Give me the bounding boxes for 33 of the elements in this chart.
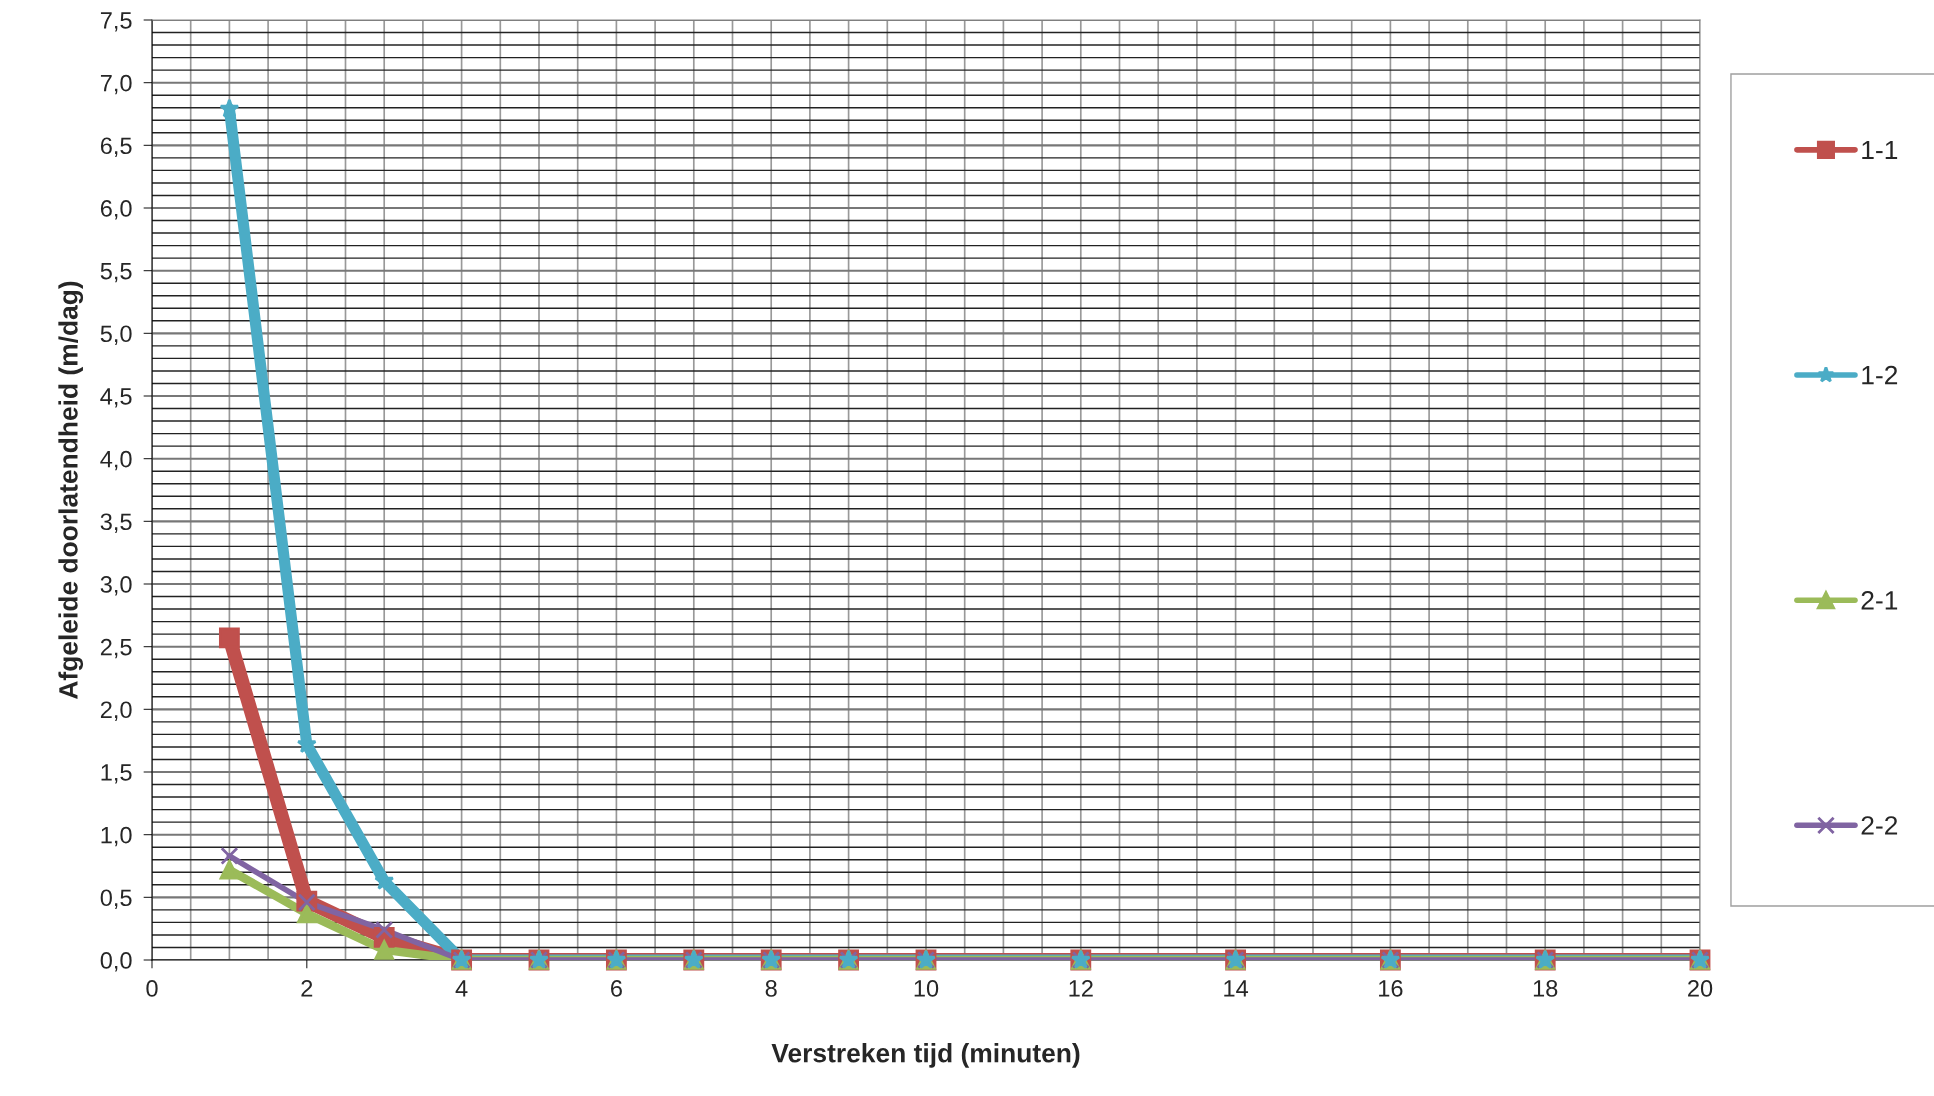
y-tick-label: 1,5: [101, 764, 132, 784]
x-tick-label: 8: [765, 980, 777, 997]
y-tick-label: 4,0: [100, 450, 132, 471]
y-tick-label: 7,0: [100, 74, 132, 95]
x-tick-label: 16: [1379, 980, 1403, 997]
y-tick-label: 5,5: [100, 262, 132, 283]
legend-label: 1-1: [1862, 140, 1898, 160]
y-tick-label: 2,5: [100, 638, 132, 659]
legend-label: 2-2: [1861, 816, 1898, 835]
y-tick-label: 0,0: [100, 952, 132, 972]
y-tick-label: 6,5: [100, 137, 132, 157]
x-tick-label: 4: [455, 980, 468, 997]
y-tick-label: 3,0: [100, 576, 132, 596]
x-tick-label: 14: [1224, 980, 1249, 997]
y-axis-title: Afgeleide doorlatendheid (m/dag): [58, 281, 84, 699]
y-tick-label: 3,5: [100, 513, 132, 533]
x-tick-label: 10: [914, 980, 939, 997]
legend-label: 2-1: [1861, 590, 1898, 610]
y-tick-label: 4,5: [100, 388, 132, 408]
y-tick-label: 6,0: [100, 200, 132, 220]
x-axis-title: Verstreken tijd (minuten): [771, 1043, 1080, 1068]
x-tick-label: 2: [301, 980, 313, 997]
y-tick-label: 0,5: [100, 889, 132, 909]
x-tick-label: 12: [1069, 980, 1093, 997]
y-tick-label: 7,5: [100, 12, 132, 32]
x-tick-label: 18: [1533, 980, 1558, 997]
x-tick-label: 20: [1688, 980, 1713, 997]
legend-label: 1-2: [1862, 365, 1898, 385]
y-tick-label: 2,0: [100, 701, 132, 721]
y-tick-label: 5,0: [100, 325, 132, 345]
y-tick-label: 1,0: [101, 826, 132, 847]
x-tick-label: 6: [611, 980, 622, 997]
x-tick-label: 0: [146, 980, 158, 997]
